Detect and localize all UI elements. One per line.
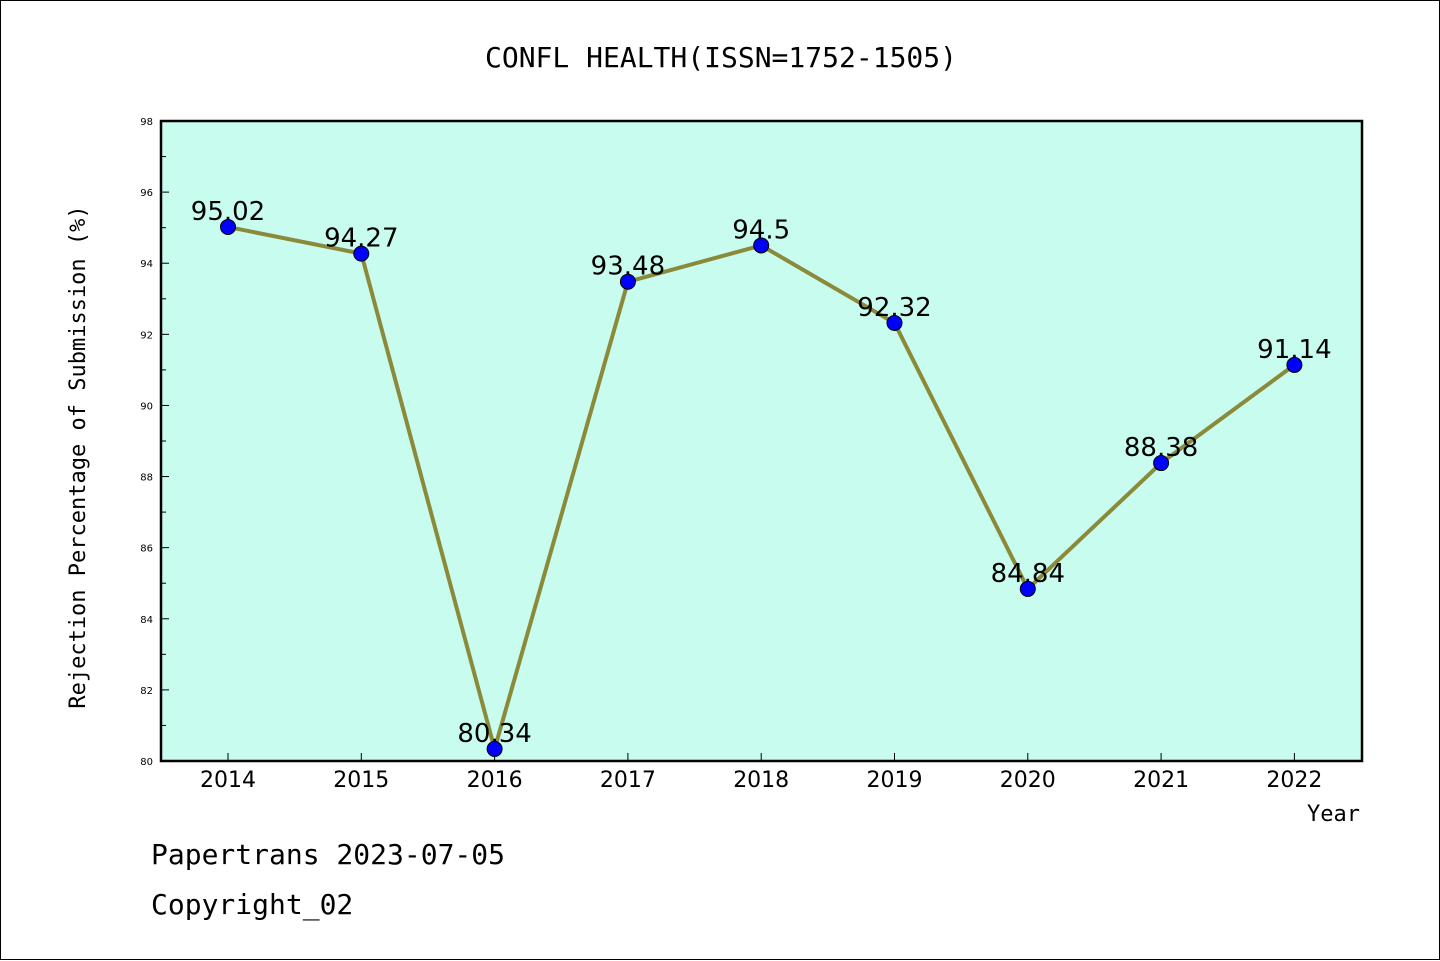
x-axis-label: Year [1307, 802, 1360, 827]
data-point [1019, 580, 1036, 597]
data-point [1286, 356, 1303, 373]
data-label: 88.38 [1124, 433, 1198, 463]
data-point [486, 740, 503, 757]
y-tick-label: 92 [140, 330, 153, 341]
footer-source: Papertrans 2023-07-05 [151, 838, 505, 871]
chart-title: CONFL HEALTH(ISSN=1752-1505) [485, 41, 957, 74]
data-point [886, 314, 903, 331]
data-point [1153, 455, 1170, 472]
y-tick-label: 82 [140, 686, 153, 697]
y-axis: 80 82 84 86 88 90 92 94 96 98 [140, 117, 169, 768]
data-point [353, 245, 370, 262]
y-tick-label: 84 [140, 615, 153, 626]
data-point [220, 218, 236, 235]
footer-copyright: Copyright_02 [151, 888, 353, 922]
x-tick-label: 2015 [333, 768, 389, 793]
x-tick-label: 2018 [733, 768, 789, 793]
data-point [753, 237, 770, 254]
y-tick-label: 88 [140, 473, 153, 484]
x-tick-label: 2021 [1133, 768, 1189, 793]
data-label: 84.84 [991, 559, 1065, 589]
y-tick-label: 86 [140, 544, 153, 555]
data-label: 91.14 [1257, 335, 1331, 365]
data-point [619, 273, 636, 290]
data-label: 94.27 [324, 224, 398, 254]
series-line-group: 95.02 94.27 80.34 93.48 94.5 92.32 84.84 88.38 9… [191, 197, 1332, 757]
data-label: 95.02 [191, 197, 265, 227]
data-label: 93.48 [591, 252, 665, 282]
x-tick-label: 2016 [467, 768, 523, 793]
y-tick-label: 90 [140, 401, 153, 412]
x-tick-label: 2019 [867, 768, 923, 793]
y-tick-label: 96 [140, 188, 153, 199]
x-tick-label: 2022 [1266, 768, 1322, 793]
y-axis-label: Rejection Percentage of Submission (%) [66, 205, 91, 708]
x-tick-label: 2014 [200, 768, 256, 793]
data-label: 92.32 [857, 293, 931, 323]
x-tick-label: 2017 [600, 768, 656, 793]
x-tick-label: 2020 [1000, 768, 1056, 793]
x-axis: 2014 2015 2016 2017 2018 2019 2020 2021 2022 [200, 753, 1322, 793]
y-tick-label: 80 [140, 757, 153, 768]
y-tick-label: 94 [140, 259, 153, 270]
plot-area [159, 119, 1364, 763]
data-label: 94.5 [732, 215, 790, 245]
y-tick-label: 98 [140, 117, 153, 128]
data-label: 80.34 [457, 719, 531, 749]
